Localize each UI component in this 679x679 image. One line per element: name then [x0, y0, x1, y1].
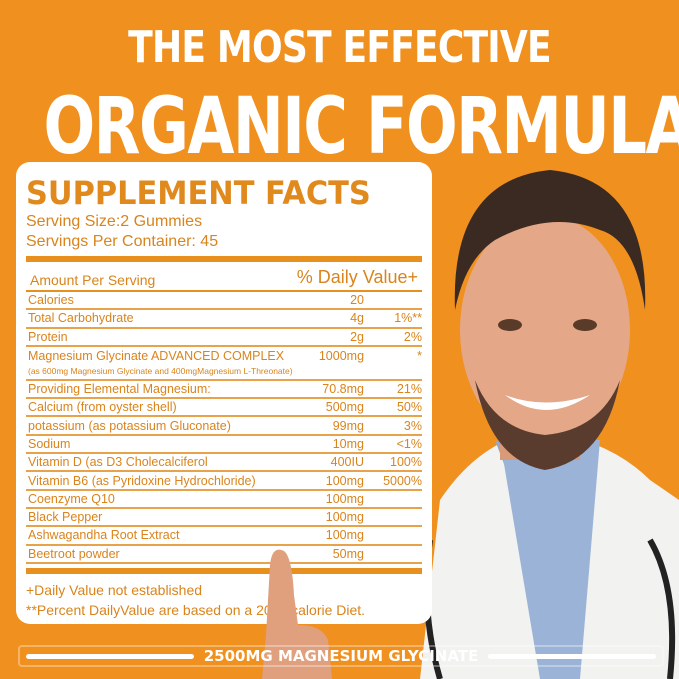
nutrient-name: Coenzyme Q10: [28, 492, 284, 506]
banner-text: 2500MG MAGNESIUM GLYCINATE: [203, 647, 479, 665]
column-header: Amount Per Serving % Daily Value+: [26, 262, 422, 292]
nutrient-dv: 2%: [403, 329, 422, 344]
nutrient-name: Ashwagandha Root Extract: [28, 528, 284, 542]
nutrient-label: Total Carbohydrate: [28, 311, 134, 326]
headline-line2: ORGANIC FORMULA: [43, 82, 679, 172]
nutrient-dv: 21%: [396, 382, 422, 397]
divider: [26, 256, 422, 262]
nutrient-name: Vitamin B6 (as Pyridoxine Hydrochloride): [28, 474, 284, 488]
facts-row: Calories 20: [26, 292, 422, 311]
col-amount: Amount Per Serving: [30, 272, 156, 288]
nutrient-amount: 20: [350, 293, 364, 308]
nutrient-sub: (as 600mg Magnesium Glycinate and 400mgM…: [28, 365, 293, 376]
nutrient-name: Black Pepper: [28, 510, 284, 524]
facts-row: Beetroot powder 50mg: [26, 546, 422, 564]
col-dv: % Daily Value+: [296, 267, 418, 287]
nutrient-label: potassium (as potassium Gluconate): [28, 418, 231, 433]
footnote-2: **Percent DailyValue are based on a 2000…: [26, 601, 366, 618]
nutrient-name: Beetroot powder: [28, 547, 284, 561]
nutrient-label: Magnesium Glycinate ADVANCED COMPLEX: [28, 348, 285, 363]
nutrient-dv: 100%: [390, 455, 422, 470]
nutrient-amount: 100mg: [325, 528, 364, 543]
facts-row: Coenzyme Q10 100mg: [26, 491, 422, 509]
facts-row: Magnesium Glycinate ADVANCED COMPLEX 1000…: [26, 347, 422, 381]
nutrient-dv: 3%: [403, 418, 422, 433]
nutrient-label: Protein: [28, 329, 68, 344]
facts-row: Calcium (from oyster shell) 500mg 50%: [26, 399, 422, 418]
supplement-facts-panel: SUPPLEMENT FACTS Serving Size:2 Gummies …: [16, 162, 432, 624]
nutrient-amount: 100mg: [325, 510, 364, 525]
nutrient-amount: 99mg: [332, 418, 364, 433]
nutrient-amount: 10mg: [332, 436, 364, 451]
facts-row: Ashwagandha Root Extract 100mg: [26, 527, 422, 546]
nutrient-name: Total Carbohydrate: [28, 311, 284, 325]
nutrient-label: Ashwagandha Root Extract: [28, 528, 180, 543]
bottom-banner: 2500MG MAGNESIUM GLYCINATE: [18, 645, 664, 667]
nutrient-dv: 5000%: [383, 473, 422, 488]
nutrient-label: Providing Elemental Magnesium:: [28, 382, 211, 397]
nutrient-name: Magnesium Glycinate ADVANCED COMPLEX: [28, 349, 284, 363]
nutrient-dv: *: [417, 348, 422, 363]
facts-rows: Calories 20 Total Carbohydrate 4g 1%** Protei…: [26, 292, 422, 564]
serving-size: Serving Size:2 Gummies: [26, 213, 203, 230]
nutrient-amount: 500mg: [325, 400, 364, 415]
nutrient-name: Vitamin D (as D3 Cholecalciferol: [28, 455, 284, 469]
facts-row: Vitamin D (as D3 Cholecalciferol 400IU 100…: [26, 454, 422, 473]
facts-row: Providing Elemental Magnesium: 70.8mg 21%: [26, 381, 422, 400]
nutrient-name: Protein: [28, 330, 284, 344]
servings-per-container: Servings Per Container: 45: [26, 233, 219, 250]
headline-line1: THE MOST EFFECTIVE: [128, 22, 551, 73]
nutrient-name: Sodium: [28, 437, 284, 451]
nutrient-amount: 2g: [350, 329, 364, 344]
nutrient-name: Calcium (from oyster shell): [28, 400, 284, 414]
banner-line-right: [488, 653, 656, 659]
banner-line-left: [26, 653, 194, 659]
nutrient-amount: 1000mg: [318, 348, 365, 363]
facts-row: Vitamin B6 (as Pyridoxine Hydrochloride)…: [26, 472, 422, 491]
nutrient-name: potassium (as potassium Gluconate): [28, 419, 284, 433]
nutrient-name: Providing Elemental Magnesium:: [28, 382, 284, 396]
facts-row: Sodium 10mg <1%: [26, 436, 422, 455]
facts-row: Black Pepper 100mg: [26, 509, 422, 528]
nutrient-amount: 100mg: [325, 491, 364, 506]
nutrient-label: Beetroot powder: [28, 546, 120, 561]
thumbs-up-hand: [262, 549, 332, 679]
nutrient-label: Calories: [28, 293, 74, 308]
nutrient-label: Calcium (from oyster shell): [28, 400, 177, 415]
nutrient-amount: 70.8mg: [322, 382, 364, 397]
nutrient-dv: 50%: [396, 400, 422, 415]
nutrient-label: Sodium: [28, 436, 71, 451]
nutrient-label: Coenzyme Q10: [28, 491, 115, 506]
nutrient-amount: 4g: [350, 311, 364, 326]
facts-row: Total Carbohydrate 4g 1%**: [26, 310, 422, 329]
nutrient-label: Vitamin B6 (as Pyridoxine Hydrochloride): [28, 473, 256, 488]
facts-row: potassium (as potassium Gluconate) 99mg 3%: [26, 417, 422, 436]
divider: [26, 567, 422, 574]
nutrient-label: Black Pepper: [28, 510, 103, 525]
facts-row: Protein 2g 2%: [26, 329, 422, 347]
nutrient-name: Calories: [28, 293, 284, 307]
footnote-1: +Daily Value not established: [26, 581, 203, 598]
nutrient-label: Vitamin D (as D3 Cholecalciferol: [28, 455, 208, 470]
nutrient-amount: 400IU: [330, 455, 364, 470]
nutrient-dv: <1%: [396, 436, 422, 451]
nutrient-amount: 100mg: [325, 473, 364, 488]
nutrient-amount: 50mg: [332, 546, 364, 561]
facts-title: SUPPLEMENT FACTS: [26, 174, 371, 212]
doctor-photo: [420, 170, 679, 679]
nutrient-dv: 1%**: [394, 311, 422, 326]
